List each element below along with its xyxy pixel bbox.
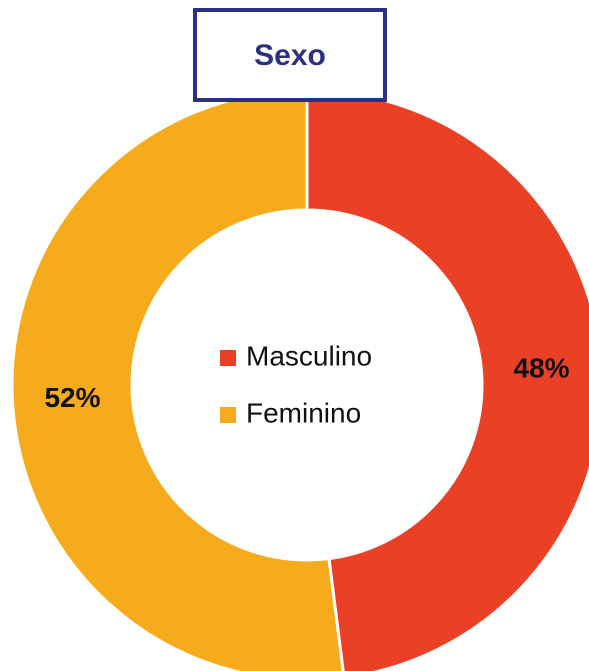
- title-box: [193, 8, 387, 102]
- legend-swatch: [220, 350, 236, 366]
- legend-label: Feminino: [246, 397, 361, 428]
- legend-label: Masculino: [246, 340, 372, 371]
- data-label: 48%: [514, 353, 570, 384]
- data-label: 52%: [44, 382, 100, 413]
- legend-swatch: [220, 407, 236, 423]
- slice: [305, 88, 589, 671]
- slice: [10, 88, 345, 671]
- chart-title: Sexo: [254, 39, 326, 72]
- donut: [10, 88, 589, 671]
